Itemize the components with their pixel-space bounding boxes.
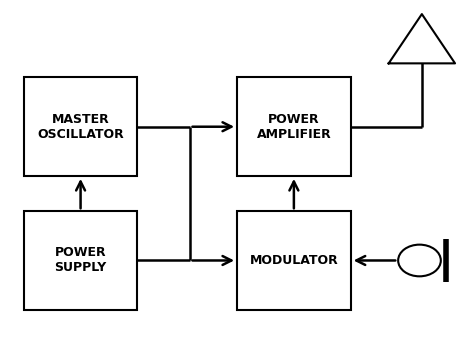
Text: POWER
AMPLIFIER: POWER AMPLIFIER — [256, 113, 331, 141]
Text: MASTER
OSCILLATOR: MASTER OSCILLATOR — [37, 113, 124, 141]
Bar — [237, 211, 351, 310]
Bar — [24, 211, 137, 310]
Bar — [24, 77, 137, 176]
Bar — [237, 77, 351, 176]
Text: MODULATOR: MODULATOR — [249, 254, 338, 267]
Text: POWER
SUPPLY: POWER SUPPLY — [55, 246, 107, 275]
